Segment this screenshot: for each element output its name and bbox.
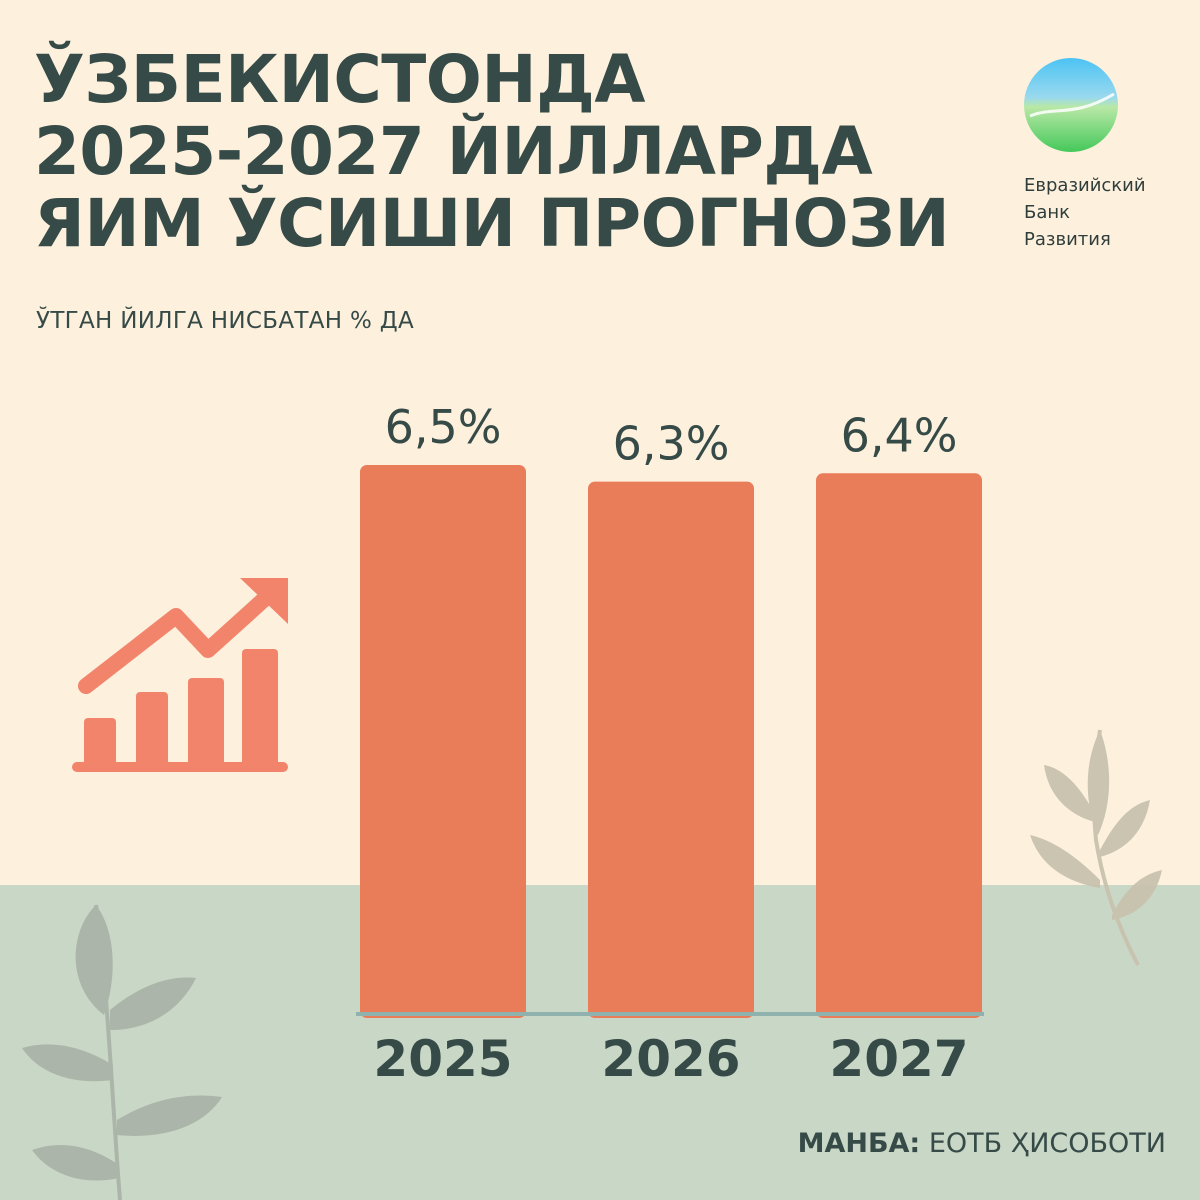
bank-logo-line-1: Евразийский — [1024, 175, 1146, 196]
title-line-3: ЯИМ ЎСИШИ ПРОГНОЗИ — [34, 185, 950, 262]
bar-2025 — [360, 465, 526, 1018]
value-label-2026: 6,3% — [613, 417, 730, 471]
bank-logo-mark-icon — [1024, 58, 1118, 152]
category-label-2025: 2025 — [373, 1030, 512, 1088]
chart-subtitle: ЎТГАН ЙИЛГА НИСБАТАН % ДА — [36, 308, 415, 334]
bar-2027 — [816, 473, 982, 1018]
category-label-2027: 2027 — [829, 1030, 968, 1088]
left-leaf-branch-icon — [22, 904, 222, 1200]
growth-chart-icon — [72, 578, 288, 772]
bank-logo-text: Евразийский Банк Развития — [1024, 172, 1174, 253]
value-label-2025: 6,5% — [385, 400, 502, 454]
bank-logo-line-2: Банк — [1024, 202, 1071, 223]
value-label-2027: 6,4% — [841, 408, 958, 462]
source-text: ЕОТБ ҲИСОБОТИ — [928, 1128, 1166, 1159]
category-label-2026: 2026 — [601, 1030, 740, 1088]
bank-logo-line-3: Развития — [1024, 229, 1111, 250]
title-line-1: ЎЗБЕКИСТОНДА — [34, 41, 646, 118]
source-note: МАНБА: ЕОТБ ҲИСОБОТИ — [798, 1128, 1166, 1159]
right-leaf-sprig-icon — [1030, 729, 1162, 966]
title-line-2: 2025-2027 ЙИЛЛАРДА — [34, 113, 873, 190]
source-label: МАНБА: — [797, 1128, 921, 1159]
page-title: ЎЗБЕКИСТОНДА 2025-2027 ЙИЛЛАРДА ЯИМ ЎСИШ… — [34, 41, 950, 262]
bank-logo: Евразийский Банк Развития — [1024, 58, 1174, 258]
bar-2026 — [588, 481, 754, 1019]
